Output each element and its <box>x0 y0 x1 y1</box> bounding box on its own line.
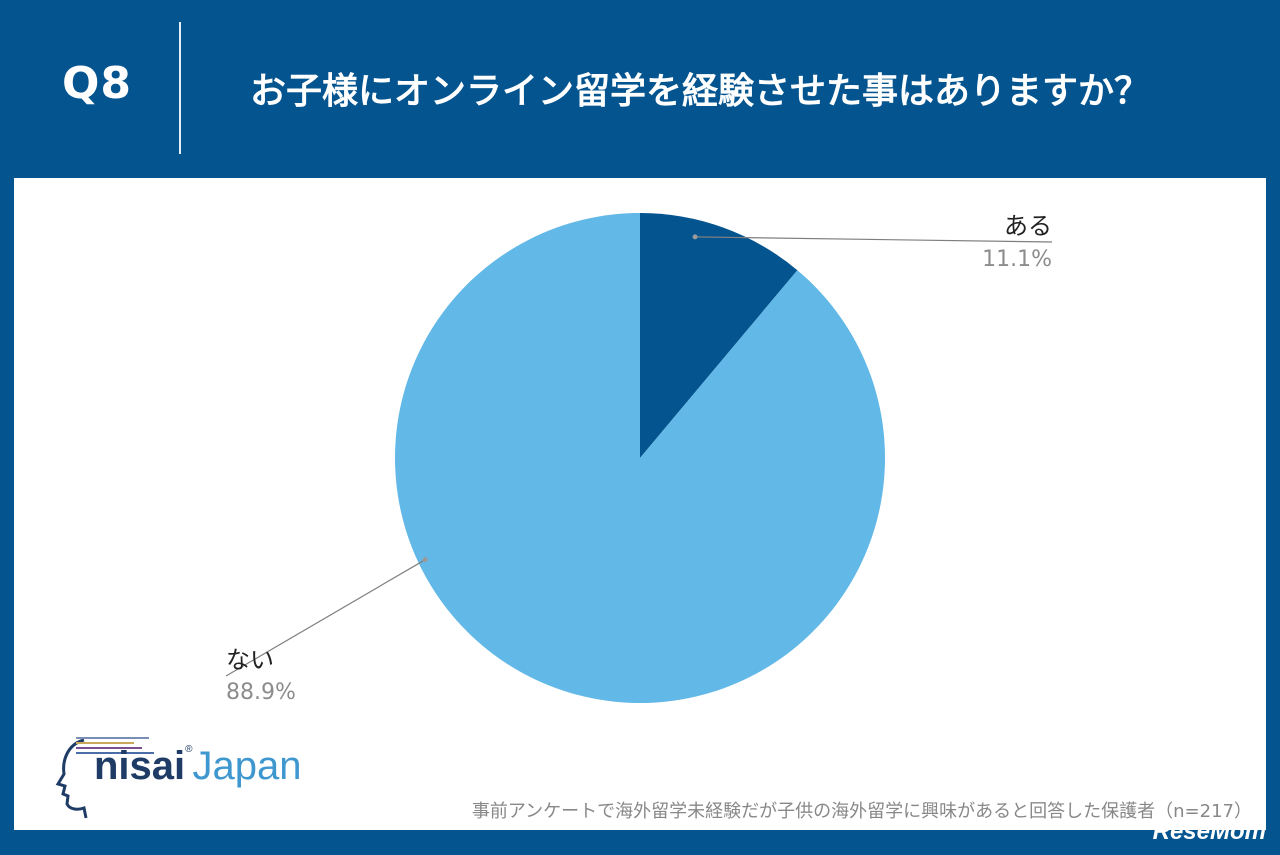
pie-slice-aru <box>640 213 798 458</box>
slice-label-nai: ない <box>226 646 274 674</box>
question-number: Q8 <box>62 58 133 109</box>
header-divider <box>179 22 181 154</box>
header: Q8 お子様にオンライン留学を経験させた事はありますか？ <box>0 0 1280 178</box>
leader-dot-aru <box>692 234 698 240</box>
question-title: お子様にオンライン留学を経験させた事はありますか？ <box>250 71 1151 112</box>
survey-footnote: 事前アンケートで海外留学未経験だが子供の海外留学に興味があると回答した保護者（n… <box>471 801 1252 822</box>
nisai-japan-logo: nisai®Japan <box>54 730 314 820</box>
logo-japan: Japan <box>192 744 302 788</box>
logo-registered-mark: ® <box>185 744 193 755</box>
pie-slice-nai <box>395 213 885 703</box>
logo-nisai: nisai <box>94 744 186 788</box>
leader-line-nai <box>225 559 426 677</box>
chart-panel: ある 11.1% ない 88.9% nisai®Japan 事前アンケートで海外… <box>14 178 1266 830</box>
slice-label-aru: ある <box>1004 212 1052 240</box>
slice-value-nai: 88.9% <box>226 680 296 705</box>
leader-line-aru <box>695 236 1053 243</box>
slice-value-aru: 11.1% <box>982 247 1052 272</box>
logo-wordmark: nisai®Japan <box>94 744 302 789</box>
head-profile-icon <box>55 737 154 819</box>
pie-chart: ある 11.1% ない 88.9% <box>225 212 1053 705</box>
resemom-watermark: ReseMom <box>1152 818 1266 845</box>
leader-dot-nai <box>422 557 428 563</box>
